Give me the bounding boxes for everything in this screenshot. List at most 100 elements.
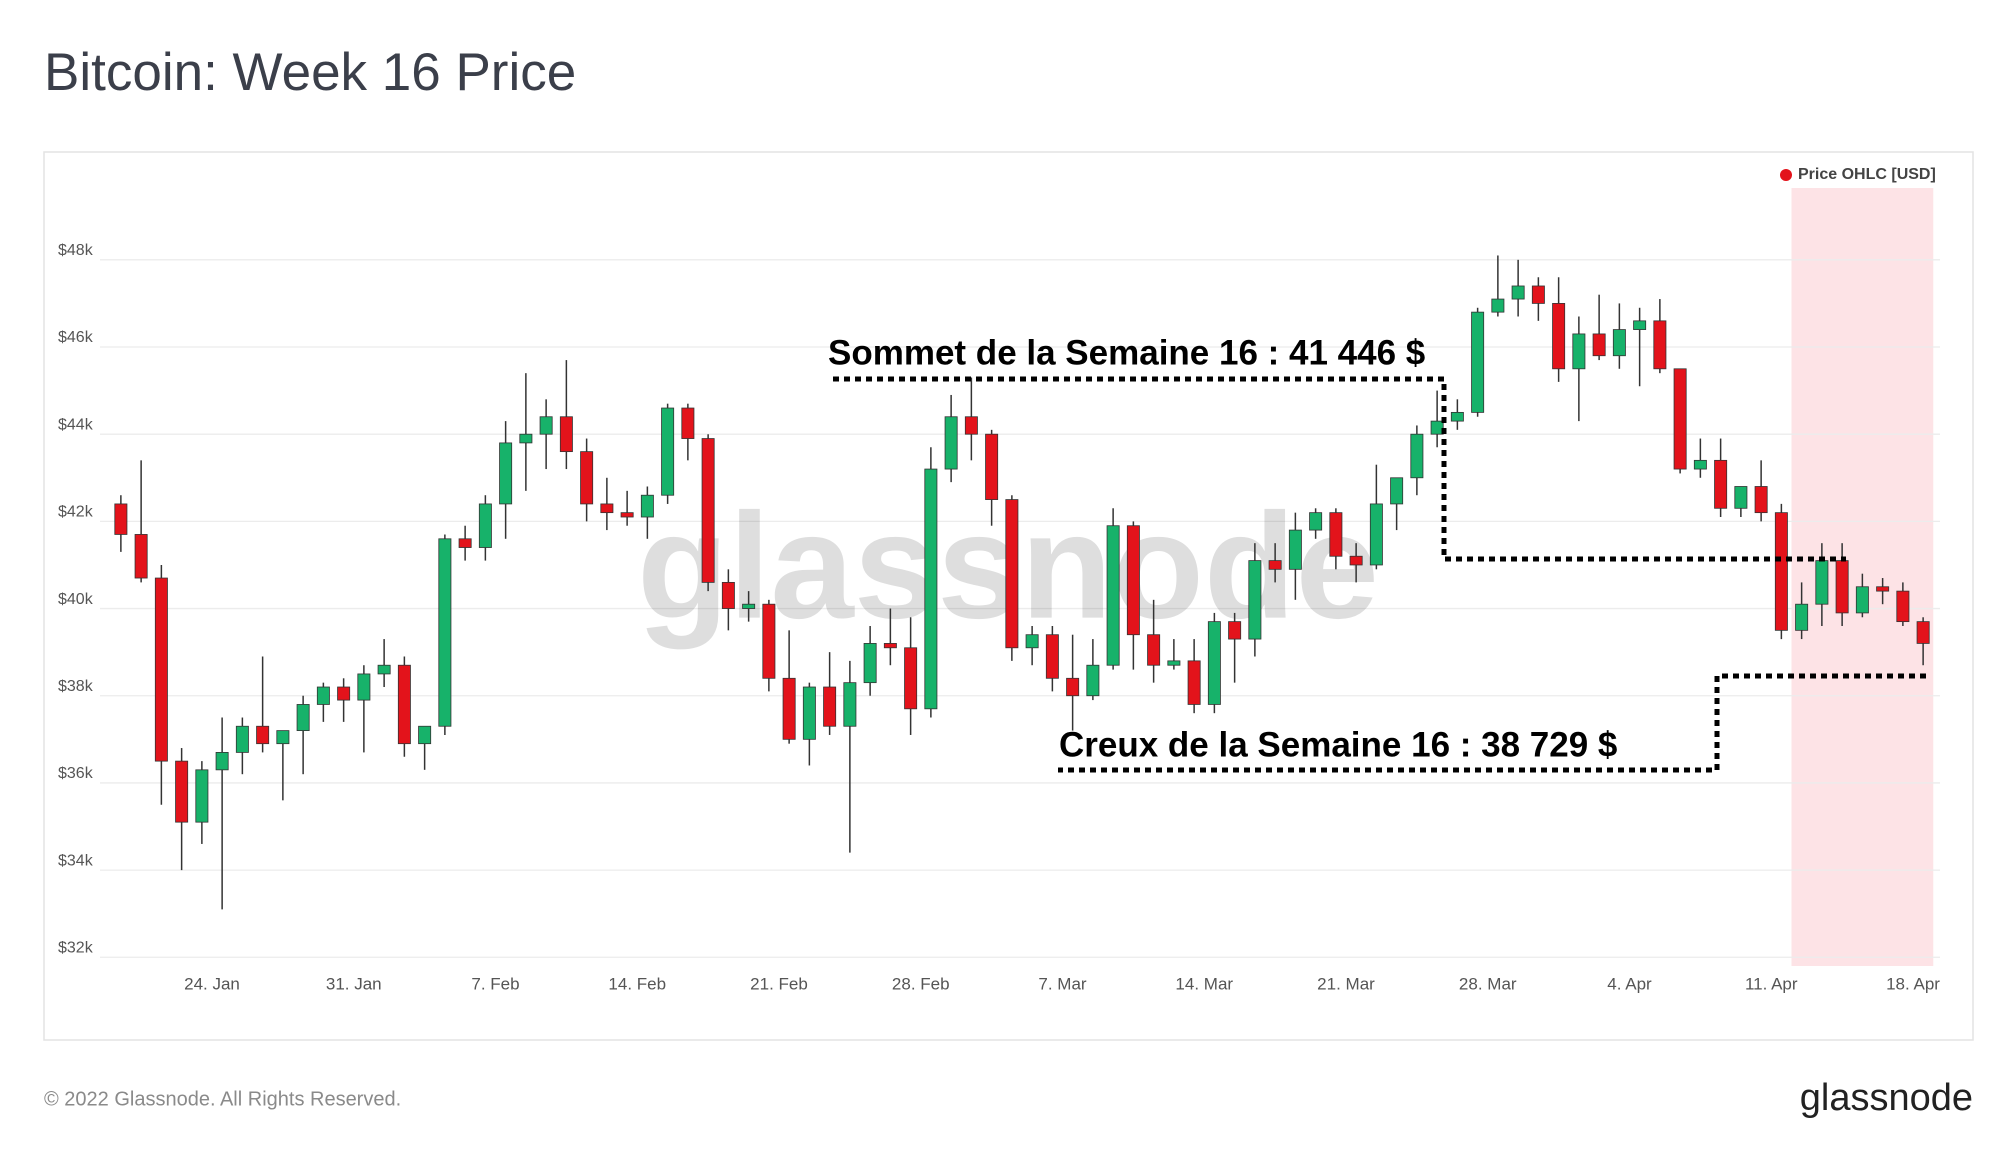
candle-body <box>802 686 816 740</box>
candle-body <box>1187 660 1201 705</box>
x-tick-label: 4. Apr <box>1607 974 1652 993</box>
x-tick-label: 14. Mar <box>1175 974 1233 993</box>
annotation-high: Sommet de la Semaine 16 : 41 446 $ <box>828 333 1425 372</box>
candle-body <box>701 438 715 583</box>
annotations: Sommet de la Semaine 16 : 41 446 $ Creux… <box>828 333 1926 773</box>
legend-marker <box>1780 169 1792 181</box>
x-tick-label: 7. Mar <box>1038 974 1087 993</box>
candle-body <box>175 760 189 823</box>
candle-body <box>1471 311 1485 413</box>
y-tick-label: $46k <box>58 329 94 346</box>
candle-body <box>762 603 776 679</box>
candle-body <box>1268 560 1282 570</box>
candle-body <box>256 725 270 745</box>
y-tick-label: $44k <box>58 416 94 433</box>
candle-body <box>904 647 918 710</box>
candle-body <box>721 581 735 609</box>
candle-body <box>1774 512 1788 631</box>
candle-body <box>1876 586 1890 592</box>
candle-body <box>458 538 472 548</box>
candle-body <box>559 416 573 453</box>
candle-body <box>215 752 229 771</box>
candle-body <box>742 603 756 609</box>
candle-body <box>1025 634 1039 649</box>
candle-body <box>337 686 351 701</box>
candle-body <box>580 451 594 505</box>
candle-body <box>782 677 796 740</box>
candle-body <box>1207 621 1221 705</box>
y-tick-label: $32k <box>58 940 94 957</box>
candle-body <box>1612 329 1626 357</box>
annotation-high-line <box>833 376 1846 562</box>
candle-body <box>114 503 128 535</box>
candle-body <box>1248 560 1262 640</box>
candle-body <box>235 725 249 753</box>
candle-body <box>1653 320 1667 370</box>
y-tick-label: $40k <box>58 591 94 608</box>
x-tick-label: 28. Feb <box>892 974 950 993</box>
candle-body <box>1916 621 1930 644</box>
candle-body <box>1673 368 1687 470</box>
logo: glassnode <box>1800 1077 1973 1119</box>
y-tick-label: $36k <box>58 765 94 782</box>
x-tick-label: 7. Feb <box>471 974 519 993</box>
legend-label: Price OHLC [USD] <box>1798 166 1936 183</box>
y-tick-label: $48k <box>58 242 94 259</box>
x-tick-label: 21. Feb <box>750 974 808 993</box>
candle-body <box>1531 285 1545 304</box>
candle-body <box>1592 333 1606 357</box>
candle-body <box>1552 303 1566 370</box>
candle-body <box>1228 621 1242 640</box>
candle-body <box>1390 477 1404 505</box>
candle-body <box>964 416 978 435</box>
candle-body <box>600 503 614 514</box>
candle-body <box>863 643 877 684</box>
candle-body <box>1309 512 1323 531</box>
candle-body <box>1633 320 1647 330</box>
candle-body <box>1795 603 1809 631</box>
y-tick-label: $38k <box>58 678 94 695</box>
candle-body <box>823 686 837 727</box>
candle-body <box>1835 560 1849 614</box>
candle-body <box>1005 499 1019 649</box>
candle-body <box>154 577 168 762</box>
x-tick-label: 28. Mar <box>1459 974 1517 993</box>
candle-body <box>499 442 513 505</box>
candle-body <box>1430 420 1444 435</box>
candle-body <box>1349 555 1363 566</box>
candle-body <box>1147 634 1161 666</box>
candle-body <box>661 407 675 496</box>
candle-body <box>1754 486 1768 514</box>
candle-body <box>1714 459 1728 509</box>
candle-body <box>1815 560 1829 605</box>
candles-layer <box>114 255 1930 910</box>
candle-body <box>1896 590 1910 623</box>
copyright: © 2022 Glassnode. All Rights Reserved. <box>44 1088 401 1110</box>
candle-body <box>1491 298 1505 313</box>
candle-body <box>1086 664 1100 697</box>
candle-body <box>195 769 209 823</box>
x-tick-label: 31. Jan <box>326 974 382 993</box>
candle-body <box>397 664 411 745</box>
candle-body <box>1572 333 1586 370</box>
candle-body <box>924 468 938 710</box>
x-tick-label: 14. Feb <box>608 974 666 993</box>
candle-body <box>134 534 148 579</box>
candle-body <box>1126 525 1140 636</box>
candle-body <box>843 682 857 727</box>
candle-body <box>1066 677 1080 697</box>
candle-body <box>418 725 432 745</box>
chart-frame <box>43 151 1974 1041</box>
candle-body <box>1106 525 1120 666</box>
candle-body <box>438 538 452 727</box>
candle-body <box>357 673 371 701</box>
candle-body <box>1369 503 1383 566</box>
candle-body <box>1329 512 1343 557</box>
candle-body <box>1734 486 1748 509</box>
candle-body <box>316 686 330 705</box>
x-tick-label: 24. Jan <box>184 974 240 993</box>
candle-body <box>1288 529 1302 570</box>
candle-body <box>620 512 634 518</box>
